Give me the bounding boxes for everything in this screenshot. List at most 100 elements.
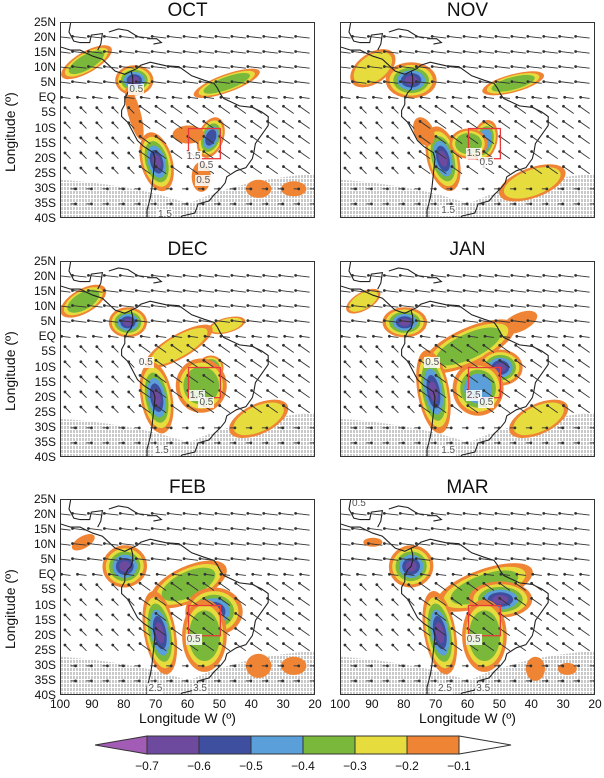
wind-vector (166, 65, 183, 69)
wind-vector (155, 334, 167, 338)
wind-vector (261, 187, 269, 191)
wind-vector (391, 628, 399, 637)
wind-vector (262, 557, 278, 561)
wind-vector (462, 80, 479, 84)
wind-vector (293, 664, 301, 668)
wind-vector (282, 404, 294, 414)
wind-vector (434, 165, 447, 175)
wind-vector (419, 572, 431, 576)
wind-vector (558, 304, 574, 308)
wind-vector (76, 95, 87, 99)
map-panel-nov: 1.5 0.5 1.5 (340, 22, 595, 218)
wind-vector (95, 345, 103, 353)
wind-vector (202, 596, 215, 606)
wind-vector (391, 598, 399, 606)
wind-vector (578, 150, 590, 160)
y-tick-label: 5S (41, 105, 56, 120)
wind-vector (499, 572, 510, 576)
wind-vector (118, 273, 135, 278)
wind-vector (451, 334, 463, 338)
wind-vector (418, 150, 431, 160)
wind-vector (61, 36, 71, 39)
wind-vector (186, 596, 199, 606)
wind-vector (298, 596, 310, 606)
study-area-box (467, 604, 502, 637)
colorbar-segment (354, 735, 408, 755)
wind-vector (134, 187, 141, 191)
wind-vector (198, 319, 215, 323)
wind-vector (398, 441, 405, 445)
wind-vector (407, 643, 415, 652)
wind-vector (541, 679, 549, 683)
wind-vector (434, 343, 447, 353)
wind-vector (298, 627, 310, 637)
wind-vector (150, 202, 157, 206)
wind-vector (450, 627, 463, 637)
wind-vector (558, 527, 574, 531)
wind-vector (214, 202, 221, 206)
wind-vector (246, 65, 262, 69)
wind-vector (359, 598, 367, 606)
wind-vector (382, 65, 399, 69)
wind-vector (351, 542, 367, 546)
wind-vector (294, 289, 310, 293)
wind-vector (434, 612, 447, 621)
wind-vector (198, 289, 215, 293)
wind-vector (262, 289, 278, 293)
wind-vector (251, 334, 262, 338)
y-tick-label: 25N (33, 254, 56, 268)
wind-vector (266, 104, 279, 114)
wind-vector (102, 34, 119, 39)
colorbar-label: −0.4 (291, 759, 315, 773)
wind-vector (266, 404, 279, 414)
wind-vector (498, 596, 511, 606)
wind-vector (154, 150, 167, 160)
wind-vector (467, 95, 479, 99)
y-tick-label: 5S (41, 344, 56, 359)
wind-vector (589, 202, 594, 206)
wind-vector (515, 334, 526, 338)
y-tick-label: 35S (34, 434, 56, 449)
wind-vector (63, 390, 71, 399)
wind-vector (530, 596, 543, 606)
x-tick-label: 30 (556, 697, 570, 711)
wind-vector (498, 165, 511, 175)
wind-vector (462, 202, 469, 206)
wind-vector (186, 358, 199, 368)
wind-vector (154, 596, 167, 606)
wind-vector (86, 202, 93, 206)
wind-vector (134, 65, 151, 69)
wind-vector (298, 343, 310, 353)
wind-vector (578, 612, 590, 621)
wind-vector (234, 627, 247, 637)
wind-vector (218, 581, 231, 591)
wind-vector (230, 511, 246, 516)
wind-vector (298, 612, 310, 621)
wind-vector (266, 150, 279, 160)
y-tick-label: 20N (33, 507, 56, 522)
wind-vector (541, 202, 549, 206)
wind-vector (111, 151, 119, 160)
wind-vector (341, 36, 351, 39)
wind-vector (382, 664, 389, 668)
wind-vector (309, 202, 314, 206)
x-tick-label: 20 (308, 697, 322, 711)
wind-vector (578, 104, 590, 114)
wind-vector (414, 511, 431, 516)
panel-title-jan: JAN (449, 239, 486, 260)
wind-vector (294, 527, 310, 531)
wind-vector (182, 65, 199, 69)
y-tick-label: 25N (33, 15, 56, 29)
wind-vector (134, 289, 151, 293)
wind-vector (391, 136, 399, 144)
wind-vector (246, 527, 262, 531)
wind-vector (462, 289, 479, 293)
wind-vector (525, 202, 533, 206)
wind-vector (466, 165, 479, 175)
wind-vector (450, 104, 463, 114)
y-tick-label: 25S (34, 404, 56, 419)
wind-vector (341, 572, 351, 576)
wind-vector (294, 304, 310, 308)
wind-vector (63, 345, 71, 353)
wind-vector (482, 596, 495, 606)
